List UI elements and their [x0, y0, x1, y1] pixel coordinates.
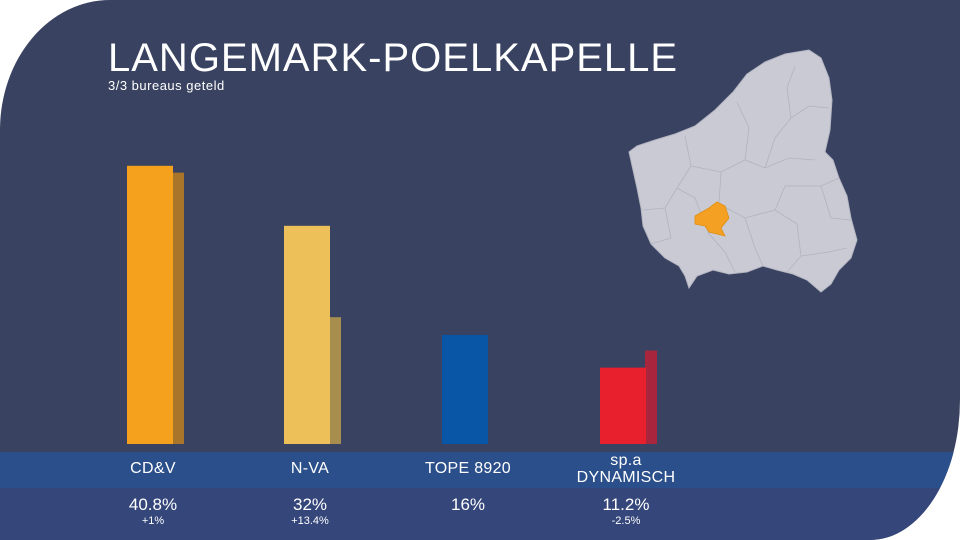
bar-current-spa	[600, 367, 646, 444]
count-status: 3/3 bureaus geteld	[108, 78, 225, 93]
party-label-nva: N-VA	[290, 460, 330, 477]
party-value-cdv: 40.8%	[128, 495, 178, 514]
party-label-tope: TOPE 8920	[424, 460, 511, 477]
party-label-cdv: CD&V	[130, 460, 176, 477]
party-value-spa: 11.2%	[602, 495, 650, 514]
bar-previous-cdv	[172, 172, 184, 445]
party-change-cdv: +1%	[141, 515, 165, 527]
page-title: LANGEMARK-POELKAPELLE	[108, 36, 679, 80]
party-label-spa: sp.a	[610, 452, 642, 469]
bar-previous-nva	[329, 317, 341, 444]
party-value-nva: 32%	[292, 495, 328, 514]
party-value-band	[0, 488, 960, 540]
party-value-tope: 16%	[450, 495, 486, 514]
municipality-borders	[642, 65, 852, 273]
bar-current-nva	[284, 225, 330, 444]
west-flanders-map-icon	[628, 49, 858, 293]
bar-previous-spa	[645, 350, 657, 444]
party-change-nva: +13.4%	[291, 515, 329, 527]
party-change-spa: -2.5%	[611, 515, 641, 527]
highlighted-municipality	[694, 201, 730, 237]
party-label-spa-line2: DYNAMISCH	[576, 469, 676, 486]
bar-current-tope	[442, 334, 488, 444]
party-label-band	[0, 452, 960, 488]
bar-current-cdv	[127, 165, 173, 444]
